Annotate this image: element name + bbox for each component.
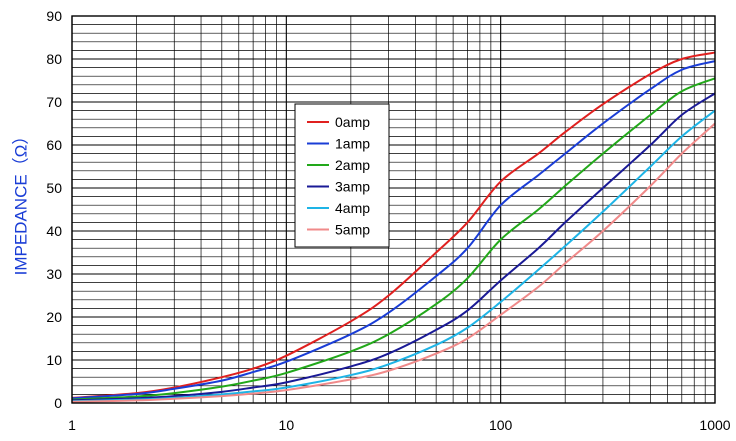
legend-items: 0amp 1amp 2amp 3amp 4amp 5amp — [307, 114, 370, 238]
x-tick-label: 1 — [68, 417, 76, 433]
legend-label-2amp: 2amp — [335, 157, 370, 173]
y-tick-label: 20 — [46, 309, 62, 325]
x-tick-label: 1000 — [699, 417, 730, 433]
series-line-3amp — [71, 92, 716, 402]
y-axis-label: IMPEDANCE（Ω） — [11, 128, 30, 276]
series-line-2amp — [71, 77, 716, 401]
y-tick-label: 80 — [46, 51, 62, 67]
y-tick-label: 60 — [46, 137, 62, 153]
series-line-5amp — [71, 122, 716, 403]
x-tick-label: 10 — [279, 417, 295, 433]
legend: 0amp 1amp 2amp 3amp 4amp 5amp — [294, 103, 390, 248]
plot-frame — [71, 15, 716, 404]
x-tick-label: 100 — [489, 417, 513, 433]
series-line-0amp — [71, 51, 716, 399]
y-tick-label: 90 — [46, 8, 62, 24]
series-line-4amp — [71, 109, 716, 403]
y-tick-label: 70 — [46, 94, 62, 110]
grid-major — [71, 15, 715, 404]
series-lines — [71, 51, 716, 403]
y-tick-label: 40 — [46, 223, 62, 239]
grid-minor — [72, 16, 715, 403]
y-tick-label: 0 — [54, 395, 62, 411]
y-tick-label: 50 — [46, 180, 62, 196]
legend-label-1amp: 1amp — [335, 136, 370, 152]
legend-label-3amp: 3amp — [335, 179, 370, 195]
legend-label-4amp: 4amp — [335, 200, 370, 216]
series-line-1amp — [71, 60, 716, 400]
legend-label-0amp: 0amp — [335, 114, 370, 130]
legend-box — [294, 103, 390, 248]
legend-label-5amp: 5amp — [335, 222, 370, 238]
y-tick-label: 10 — [46, 352, 62, 368]
y-tick-label: 30 — [46, 266, 62, 282]
y-axis-tick-labels: 0 10 20 30 40 50 60 70 80 90 — [46, 8, 62, 411]
x-axis-tick-labels: 1 10 100 1000 — [68, 417, 731, 433]
